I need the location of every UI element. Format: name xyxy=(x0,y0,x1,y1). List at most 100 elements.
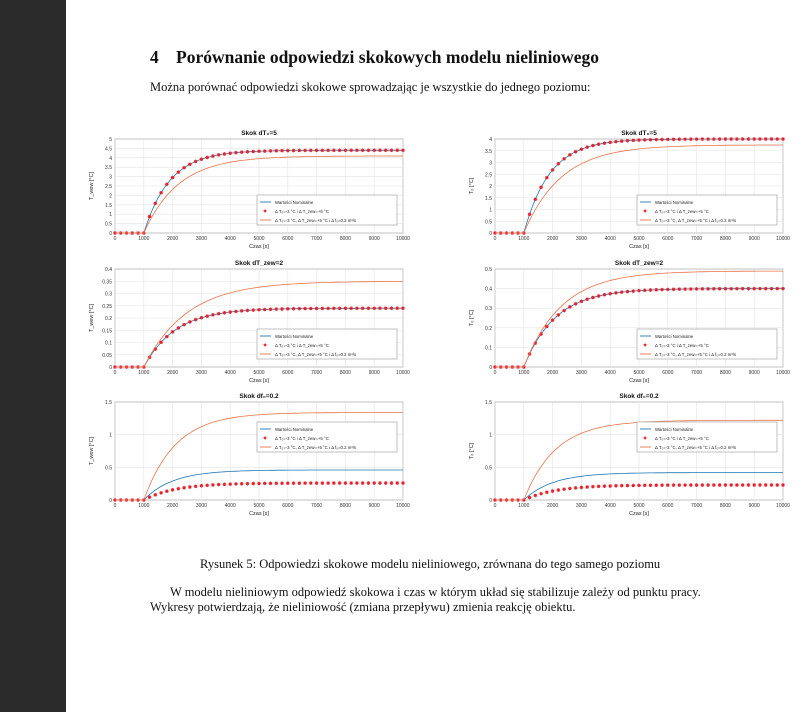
x-tick-label: 6000 xyxy=(662,503,673,509)
figure-caption: Rysunek 5: Odpowiedzi skokowe modelu nie… xyxy=(200,557,661,571)
data-point xyxy=(683,483,687,487)
data-point xyxy=(579,147,584,151)
data-point xyxy=(545,324,549,329)
x-tick-label: 10000 xyxy=(396,236,410,242)
data-point xyxy=(205,314,209,318)
data-point xyxy=(706,287,710,291)
data-point xyxy=(694,287,699,291)
data-point xyxy=(775,137,780,141)
data-point xyxy=(176,170,181,174)
data-point xyxy=(234,309,238,314)
x-tick-label: 1000 xyxy=(138,236,149,242)
viewer-side-panel xyxy=(0,0,66,712)
data-point xyxy=(625,289,630,294)
data-point xyxy=(257,481,261,486)
data-point xyxy=(614,483,618,488)
y-tick-label: 4 xyxy=(489,137,492,143)
data-point xyxy=(239,150,244,154)
data-point xyxy=(188,485,192,489)
y-tick-label: 3.5 xyxy=(485,149,492,155)
y-axis-label: T₀ [°C] xyxy=(469,442,475,459)
data-point xyxy=(182,165,186,170)
legend-marker: ✦ xyxy=(642,208,648,216)
x-tick-label: 0 xyxy=(494,370,497,376)
series-line xyxy=(115,469,403,501)
data-point xyxy=(568,153,572,157)
y-tick-label: 0 xyxy=(109,498,112,504)
x-tick-label: 0 xyxy=(494,236,497,242)
chart-6: 0 0.5 1 1.5 0 1000 2000 3000 4000 5000 6000 7000 800… xyxy=(469,393,790,517)
data-point xyxy=(654,287,659,292)
data-point xyxy=(234,150,238,155)
data-point xyxy=(637,483,641,488)
section-number: 4 xyxy=(150,47,159,67)
data-point xyxy=(648,137,653,142)
data-point xyxy=(239,309,244,313)
legend-entry: Δ T₀=-3 °C i Δ T_zew=+5 °C xyxy=(275,343,329,348)
y-tick-label: 4.5 xyxy=(105,146,112,152)
x-tick-label: 3000 xyxy=(576,236,587,242)
data-point xyxy=(297,306,302,311)
data-point xyxy=(562,157,566,161)
data-point xyxy=(550,318,555,322)
data-point xyxy=(666,287,670,292)
data-point xyxy=(608,291,612,296)
data-point xyxy=(596,294,601,298)
y-tick-label: 0 xyxy=(109,365,112,371)
data-point xyxy=(343,148,348,153)
legend-entry: Wartości Nominalne xyxy=(655,427,694,432)
data-point xyxy=(712,137,716,141)
x-tick-label: 5000 xyxy=(253,370,264,376)
legend-entry: Wartości Nominalne xyxy=(275,200,314,205)
data-point xyxy=(637,288,641,293)
data-point xyxy=(251,149,256,154)
x-tick-label: 5000 xyxy=(633,236,644,242)
data-point xyxy=(291,481,296,485)
y-tick-label: 0.35 xyxy=(102,279,112,285)
data-point xyxy=(729,286,733,291)
data-point xyxy=(303,148,307,153)
data-point xyxy=(625,483,630,488)
data-point xyxy=(165,489,169,494)
data-point xyxy=(222,482,227,487)
data-point xyxy=(309,306,313,311)
legend-box xyxy=(636,421,778,453)
data-point xyxy=(211,154,215,158)
data-point xyxy=(280,148,284,153)
data-point xyxy=(262,149,267,153)
section-heading: 4 Porównanie odpowiedzi skokowych modelu … xyxy=(150,47,599,68)
data-point xyxy=(614,139,618,144)
x-tick-label: 8000 xyxy=(720,370,731,376)
paragraph-line: W modelu nieliniowym odpowiedź skokowa i… xyxy=(170,585,701,599)
x-tick-label: 4000 xyxy=(605,370,616,376)
data-point xyxy=(648,288,653,292)
x-tick-label: 6000 xyxy=(662,370,673,376)
x-tick-label: 8000 xyxy=(720,503,731,509)
data-point xyxy=(735,483,739,487)
y-tick-label: 0.1 xyxy=(485,345,492,351)
x-tick-label: 10000 xyxy=(776,370,790,376)
y-axis-label: T₀ [°C] xyxy=(469,309,475,326)
data-point xyxy=(660,287,664,292)
data-point xyxy=(401,481,405,485)
x-tick-label: 9000 xyxy=(369,370,380,376)
x-tick-label: 8000 xyxy=(340,236,351,242)
data-point xyxy=(527,495,532,500)
legend-entry: Δ T₀=-3 °C i Δ T_zew=+5 °C xyxy=(655,436,709,441)
x-tick-label: 1000 xyxy=(518,236,529,242)
data-point xyxy=(383,481,388,485)
data-point xyxy=(389,148,394,153)
y-tick-label: 1.5 xyxy=(105,203,112,209)
data-point xyxy=(383,306,388,311)
data-point xyxy=(608,140,612,145)
chart-title: Skok df₀=0.2 xyxy=(619,393,659,400)
data-point xyxy=(349,306,353,311)
data-point xyxy=(360,481,365,485)
y-tick-label: 0.4 xyxy=(485,287,492,293)
data-point xyxy=(539,332,543,336)
x-tick-label: 0 xyxy=(114,503,117,509)
data-point xyxy=(729,137,733,141)
data-point xyxy=(683,287,687,291)
data-point xyxy=(262,481,267,486)
legend-marker: ✦ xyxy=(262,208,268,216)
